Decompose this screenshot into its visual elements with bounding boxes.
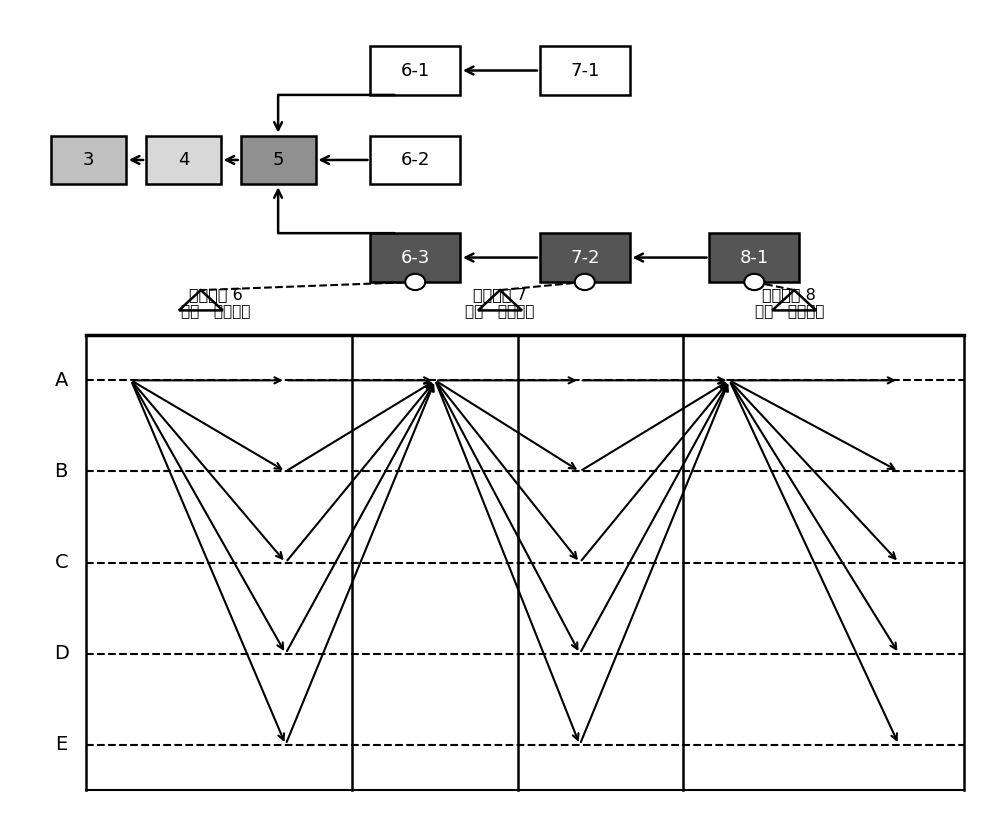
Text: E: E — [55, 735, 67, 754]
Circle shape — [744, 274, 764, 290]
Circle shape — [405, 274, 425, 290]
Text: 区块高度 7: 区块高度 7 — [473, 286, 527, 302]
Text: 3: 3 — [83, 151, 94, 169]
Circle shape — [575, 274, 595, 290]
FancyBboxPatch shape — [51, 135, 126, 184]
Text: 区块高度 8: 区块高度 8 — [762, 286, 816, 302]
FancyBboxPatch shape — [370, 233, 460, 282]
Text: 6-1: 6-1 — [401, 61, 430, 79]
FancyBboxPatch shape — [540, 47, 630, 95]
Text: 6-3: 6-3 — [401, 249, 430, 267]
Text: 4: 4 — [178, 151, 189, 169]
FancyBboxPatch shape — [709, 233, 799, 282]
FancyBboxPatch shape — [146, 135, 221, 184]
Text: C: C — [54, 553, 68, 572]
Text: 7-1: 7-1 — [570, 61, 599, 79]
Text: 8-1: 8-1 — [740, 249, 769, 267]
Text: 区块高度 6: 区块高度 6 — [189, 286, 243, 302]
Text: A: A — [55, 370, 68, 390]
FancyBboxPatch shape — [241, 135, 316, 184]
Text: 打包   见证投票: 打包 见证投票 — [181, 304, 250, 320]
FancyBboxPatch shape — [370, 135, 460, 184]
Text: D: D — [54, 644, 69, 663]
Text: 打包   见证投票: 打包 见证投票 — [755, 304, 824, 320]
Text: 打包   见证投票: 打包 见证投票 — [465, 304, 535, 320]
FancyBboxPatch shape — [370, 47, 460, 95]
Text: 5: 5 — [272, 151, 284, 169]
Text: B: B — [55, 462, 68, 481]
FancyBboxPatch shape — [540, 233, 630, 282]
Text: 6-2: 6-2 — [401, 151, 430, 169]
Text: 7-2: 7-2 — [570, 249, 600, 267]
